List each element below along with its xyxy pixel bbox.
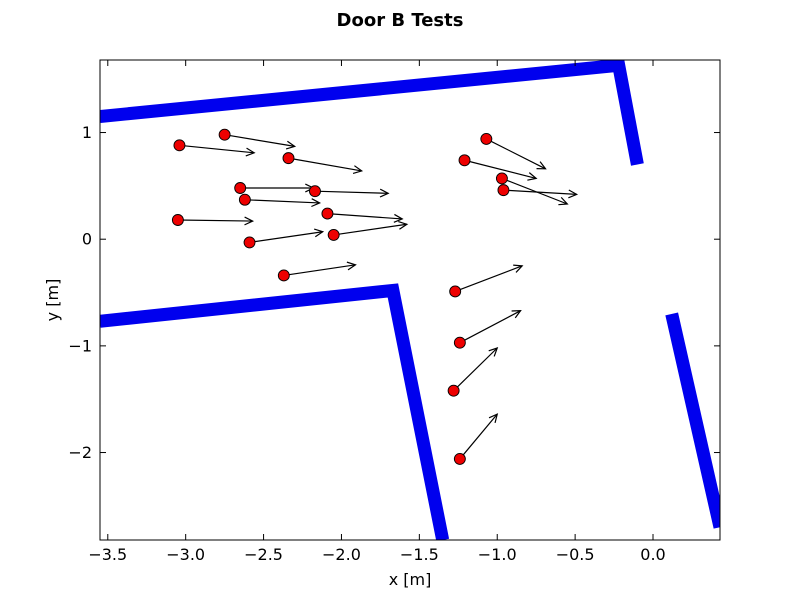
x-tick-label: −0.5 bbox=[556, 545, 595, 564]
wall-2 bbox=[100, 283, 450, 540]
marker-13 bbox=[458, 154, 471, 167]
plot-frame bbox=[99, 59, 721, 541]
arrow-2 bbox=[224, 134, 297, 150]
marker-18 bbox=[447, 384, 460, 397]
arrow-12 bbox=[486, 138, 547, 170]
arrow-19 bbox=[459, 413, 499, 460]
markers-layer bbox=[171, 128, 510, 465]
arrow-16 bbox=[454, 264, 524, 293]
x-axis-ticks: −3.5 −3.0 −2.5 −2.0 −1.5 −1.0 −0.5 0.0 bbox=[88, 60, 666, 564]
marker-6 bbox=[238, 193, 251, 206]
arrow-8 bbox=[177, 216, 255, 226]
marker-15 bbox=[497, 184, 510, 197]
arrow-11 bbox=[283, 261, 357, 277]
y-tick-label: −2 bbox=[68, 443, 92, 462]
marker-4 bbox=[234, 182, 247, 194]
arrow-3 bbox=[288, 157, 364, 174]
marker-11 bbox=[277, 269, 290, 282]
arrow-5 bbox=[314, 188, 390, 198]
arrow-13 bbox=[464, 159, 538, 181]
arrow-15 bbox=[503, 189, 579, 199]
marker-2 bbox=[218, 128, 231, 141]
arrow-6 bbox=[244, 198, 322, 208]
marker-16 bbox=[449, 285, 462, 298]
arrow-9 bbox=[249, 228, 325, 243]
x-tick-label: −2.0 bbox=[322, 545, 361, 564]
x-tick-label: −3.5 bbox=[88, 545, 127, 564]
chart-title: Door B Tests bbox=[337, 10, 464, 31]
marker-17 bbox=[453, 336, 466, 349]
marker-5 bbox=[309, 185, 321, 198]
marker-1 bbox=[173, 139, 186, 152]
marker-10 bbox=[327, 228, 340, 241]
wall-1 bbox=[100, 60, 644, 166]
x-tick-label: −1.0 bbox=[478, 545, 517, 564]
arrow-7 bbox=[327, 213, 404, 223]
arrows-layer bbox=[177, 134, 579, 460]
marker-14 bbox=[495, 172, 508, 185]
x-tick-label: −3.0 bbox=[166, 545, 205, 564]
marker-7 bbox=[321, 207, 334, 220]
marker-19 bbox=[453, 452, 466, 465]
x-tick-label: 0.0 bbox=[640, 545, 665, 564]
arrow-10 bbox=[333, 220, 409, 236]
y-tick-label: −1 bbox=[68, 336, 92, 355]
arrow-18 bbox=[453, 347, 499, 392]
marker-8 bbox=[171, 214, 184, 226]
x-axis-label: x [m] bbox=[389, 570, 432, 589]
arrow-1 bbox=[179, 144, 256, 157]
marker-9 bbox=[243, 236, 256, 249]
y-tick-label: 1 bbox=[82, 123, 92, 142]
walls-layer bbox=[100, 60, 720, 540]
x-tick-label: −2.5 bbox=[244, 545, 283, 564]
marker-3 bbox=[282, 152, 295, 165]
x-tick-label: −1.5 bbox=[400, 545, 439, 564]
wall-3 bbox=[665, 312, 720, 529]
marker-12 bbox=[480, 132, 493, 145]
arrow-14 bbox=[501, 177, 569, 206]
y-axis-label: y [m] bbox=[43, 279, 62, 322]
y-tick-label: 0 bbox=[82, 230, 92, 249]
arrow-17 bbox=[459, 310, 522, 344]
y-axis-ticks: 1 0 −1 −2 bbox=[68, 123, 720, 462]
